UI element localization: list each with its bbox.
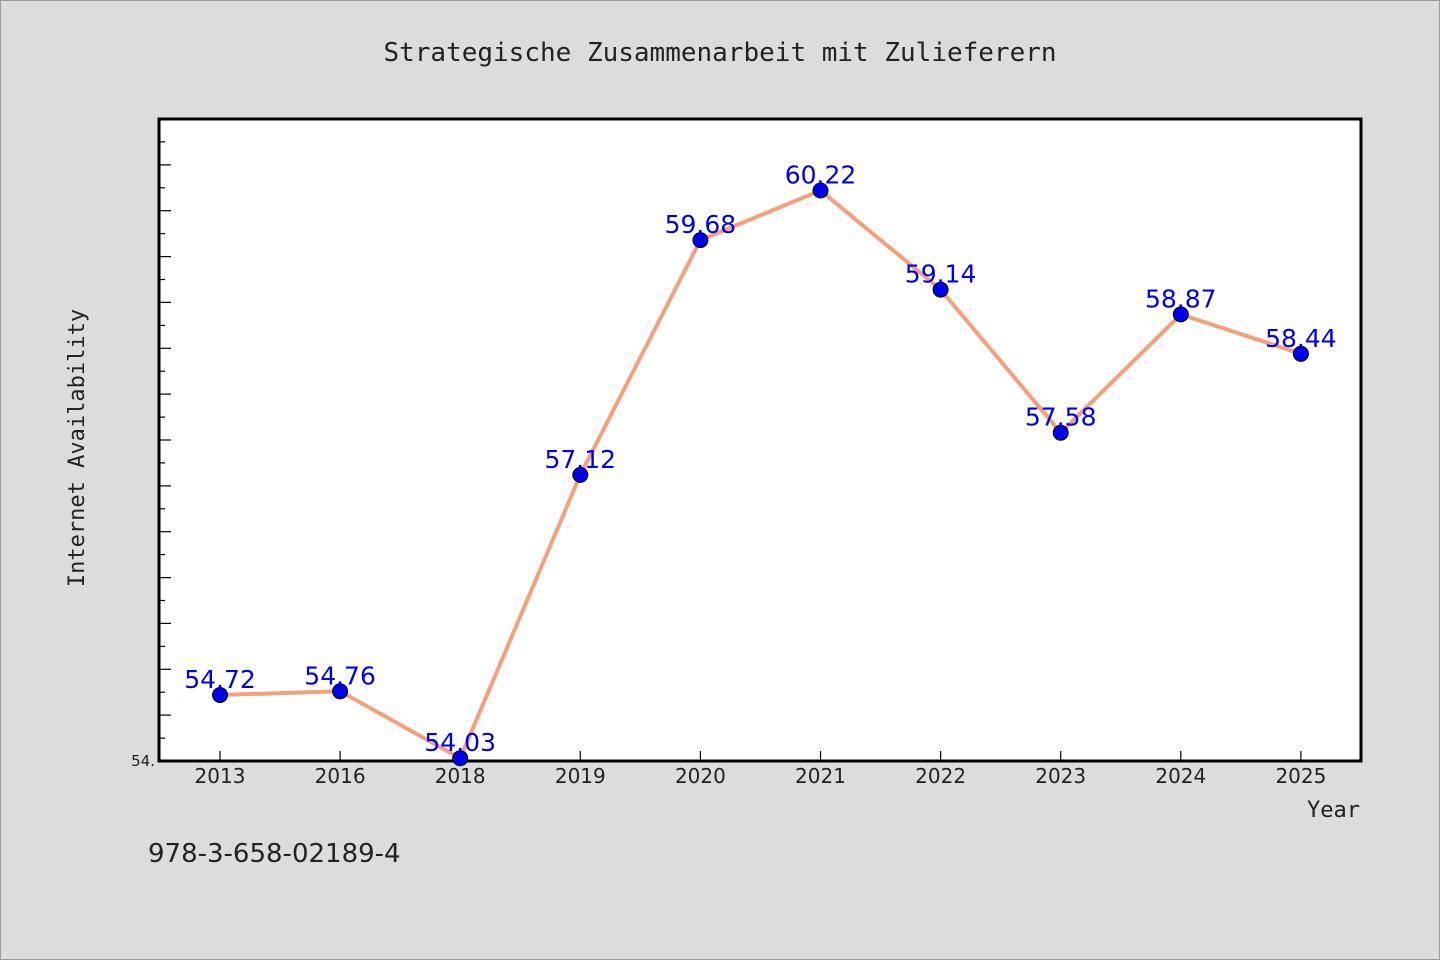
x-axis-tick-labels: 2013 2016 2018 2019 2020 2021 2022 2023 2024 2025 <box>195 764 1327 788</box>
x-tick-label-2025: 2025 <box>1275 764 1326 788</box>
isbn-annotation: 978-3-658-02189-4 <box>148 839 401 869</box>
chart-title: Strategische Zusammenarbeit mit Zuliefer… <box>383 38 1056 68</box>
x-tick-label-2016: 2016 <box>315 764 366 788</box>
data-point-2013 <box>212 687 228 703</box>
data-point-2022 <box>932 281 949 298</box>
data-label-2021: 60.22 <box>785 161 857 190</box>
y-tick-label: 54. <box>131 752 155 770</box>
series-markers <box>212 182 1309 767</box>
data-point-2024 <box>1172 306 1189 323</box>
data-point-2019 <box>572 466 589 483</box>
x-axis-label: Year <box>1307 798 1360 823</box>
data-label-2016: 54.76 <box>304 661 376 690</box>
x-tick-label-2022: 2022 <box>915 764 966 788</box>
data-label-2018: 54.03 <box>424 728 496 757</box>
data-label-2022: 59.14 <box>905 260 977 289</box>
x-tick-label-2023: 2023 <box>1035 764 1086 788</box>
data-label-2019: 57.12 <box>545 445 617 474</box>
data-label-2013: 54.72 <box>184 665 256 694</box>
y-axis-ticks <box>159 141 171 739</box>
plot-area <box>157 117 1363 763</box>
data-point-2021 <box>812 182 829 199</box>
data-label-2025: 58.44 <box>1265 324 1337 353</box>
y-axis-label: Internet Availability <box>65 309 90 587</box>
x-tick-label-2018: 2018 <box>435 764 486 788</box>
x-tick-label-2019: 2019 <box>555 764 606 788</box>
data-label-2020: 59.68 <box>665 210 737 239</box>
data-label-2024: 58.87 <box>1145 284 1217 313</box>
data-point-2023 <box>1052 424 1069 441</box>
data-point-2016 <box>332 683 349 700</box>
series-line <box>219 188 1302 761</box>
x-tick-label-2024: 2024 <box>1155 764 1206 788</box>
data-point-2025 <box>1292 345 1309 362</box>
x-tick-label-2013: 2013 <box>195 764 246 788</box>
data-point-2020 <box>692 232 709 249</box>
data-label-2023: 57.58 <box>1025 403 1097 432</box>
data-point-2018 <box>452 750 469 767</box>
x-tick-label-2020: 2020 <box>675 764 726 788</box>
data-labels: 54.72 54.76 54.03 57.12 59.68 60.22 59.14 57.58… <box>184 161 1336 758</box>
x-tick-label-2021: 2021 <box>795 764 846 788</box>
